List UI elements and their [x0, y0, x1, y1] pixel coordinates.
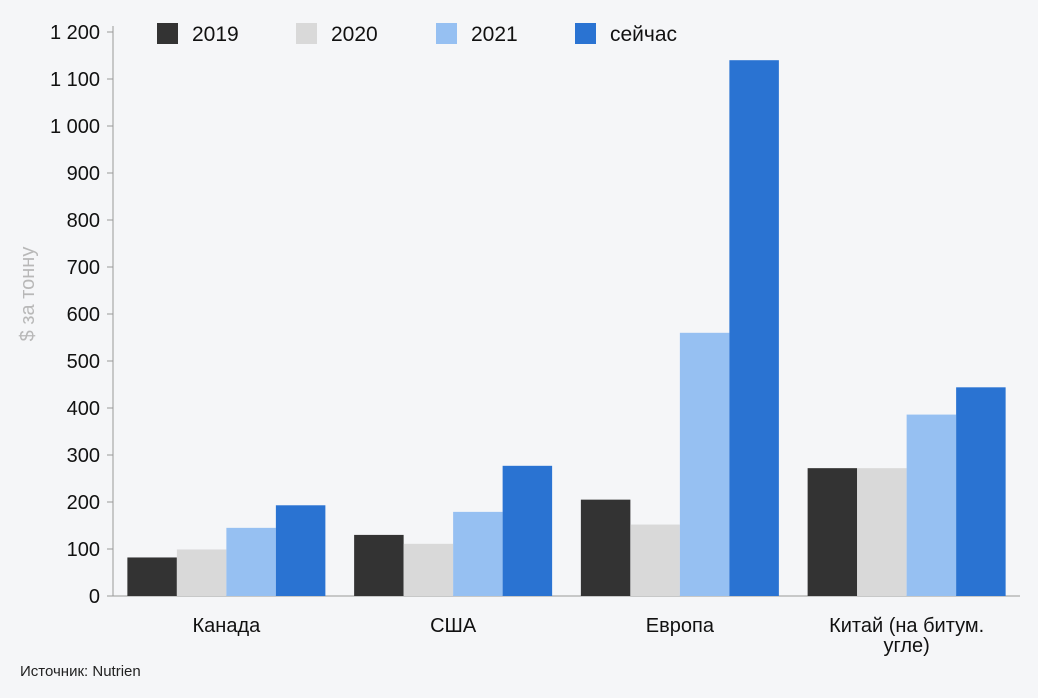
- bar-сейчас-3: [729, 60, 779, 596]
- bar-2021-3: [679, 332, 730, 596]
- y-tick-label: 600: [67, 304, 100, 326]
- bar-2019-4: [807, 468, 858, 596]
- bar-2020-4: [857, 468, 907, 596]
- y-tick-label: 300: [67, 445, 100, 467]
- legend-label-2019: 2019: [192, 23, 239, 46]
- y-tick-label: 200: [67, 492, 100, 514]
- y-tick-label: 1 100: [50, 69, 100, 91]
- bar-2021-2: [453, 511, 503, 596]
- bar-сейчас-4: [956, 387, 1006, 596]
- x-category-label: Канада: [193, 615, 262, 637]
- x-category-label: США: [430, 615, 477, 637]
- y-tick-label: 400: [67, 398, 100, 420]
- legend-swatch-сейчас: [575, 23, 596, 44]
- y-axis-title: $ за тонну: [17, 247, 39, 342]
- bar-2019-3: [580, 499, 631, 596]
- bar-сейчас-1: [275, 505, 326, 596]
- y-tick-label: 900: [67, 163, 100, 185]
- bar-2020-1: [176, 549, 227, 596]
- y-tick-label: 800: [67, 210, 100, 232]
- bar-2019-1: [127, 557, 177, 596]
- y-tick-label: 0: [89, 586, 100, 608]
- bar-chart: 0 100 200 300 400 500 600 700 800 900 1 000 1 100 1 …: [17, 22, 1020, 657]
- legend-swatch-2019: [157, 23, 178, 44]
- legend-swatch-2020: [296, 23, 317, 44]
- x-category-label: Европа: [646, 615, 715, 637]
- y-tick-label: 1 200: [50, 22, 100, 44]
- y-tick-label: 1 000: [50, 116, 100, 138]
- x-category-label: Китай (на битум.: [829, 615, 984, 637]
- y-tick-label: 100: [67, 539, 100, 561]
- source-note: Источник: Nutrien: [20, 663, 141, 680]
- x-category-label: угле): [883, 635, 929, 657]
- y-tick-label: 700: [67, 257, 100, 279]
- bar-2020-3: [630, 524, 680, 596]
- y-tick-label: 500: [67, 351, 100, 373]
- legend-label-сейчас: сейчас: [610, 23, 677, 46]
- legend-label-2021: 2021: [471, 23, 518, 46]
- bar-2020-2: [403, 543, 454, 596]
- bar-2021-4: [906, 414, 957, 596]
- bar-2021-1: [226, 527, 276, 596]
- bar-2019-2: [354, 534, 404, 596]
- legend-swatch-2021: [436, 23, 457, 44]
- legend-label-2020: 2020: [331, 23, 378, 46]
- bar-сейчас-2: [502, 465, 553, 596]
